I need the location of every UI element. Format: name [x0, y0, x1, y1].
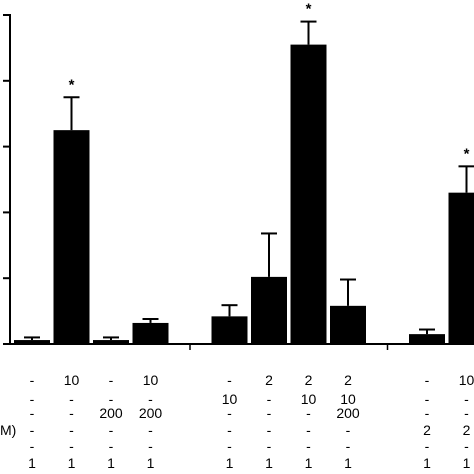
bar — [448, 192, 474, 344]
condition-cell: 1 — [344, 455, 352, 471]
condition-cell: 10 — [222, 391, 238, 407]
condition-cell: - — [148, 422, 153, 438]
condition-cell: 1 — [265, 455, 273, 471]
significance-star: * — [306, 1, 312, 18]
condition-cell: 2 — [423, 422, 431, 438]
bar — [14, 340, 50, 344]
significance-star: * — [464, 145, 470, 162]
condition-cell: - — [30, 391, 35, 407]
condition-cell: 1 — [423, 455, 431, 471]
condition-cell: 200 — [336, 405, 360, 421]
condition-cell: 1 — [147, 455, 155, 471]
condition-cell: - — [267, 422, 272, 438]
condition-cell: - — [464, 391, 469, 407]
condition-cell: - — [30, 405, 35, 421]
condition-cell: - — [425, 438, 430, 454]
condition-cell: - — [69, 391, 74, 407]
condition-cell: - — [30, 422, 35, 438]
bar — [211, 316, 248, 344]
condition-cell: - — [267, 405, 272, 421]
condition-cell: 10 — [143, 372, 159, 388]
condition-cell: 2 — [265, 372, 273, 388]
condition-cell: 1 — [28, 455, 36, 471]
condition-cell: - — [425, 391, 430, 407]
condition-cell: - — [306, 422, 311, 438]
condition-cell: - — [148, 438, 153, 454]
condition-cell: 1 — [305, 455, 313, 471]
bar — [290, 44, 327, 345]
condition-cell: - — [306, 405, 311, 421]
bar — [53, 130, 90, 344]
condition-cell: - — [306, 438, 311, 454]
condition-cell: - — [227, 372, 232, 388]
condition-cell: 1 — [68, 455, 76, 471]
condition-cell: - — [425, 372, 430, 388]
chart-error-bars — [24, 20, 474, 341]
condition-cell: 10 — [301, 391, 317, 407]
bar — [330, 305, 366, 344]
condition-cell: 10 — [64, 372, 80, 388]
bar — [93, 340, 129, 344]
condition-cell: - — [69, 438, 74, 454]
condition-cell: - — [227, 422, 232, 438]
bar — [251, 276, 287, 344]
condition-cell: - — [148, 391, 153, 407]
condition-cell: - — [30, 372, 35, 388]
chart-significance-markers: * * * — [69, 1, 470, 163]
condition-cell: - — [69, 405, 74, 421]
condition-cell: 2 — [305, 372, 313, 388]
condition-cell: 10 — [459, 372, 474, 388]
condition-cell: - — [109, 372, 114, 388]
condition-cell: - — [69, 422, 74, 438]
condition-cell: 1 — [463, 455, 471, 471]
significance-star: * — [69, 76, 75, 93]
row-label: M) — [0, 422, 16, 438]
condition-cell: - — [109, 422, 114, 438]
condition-cell: - — [109, 438, 114, 454]
condition-table: -10-10-2 2 2-10- - - -10-10 10- -- -200 200- - -200… — [0, 372, 474, 471]
bar — [132, 322, 169, 344]
chart-bars — [14, 44, 474, 345]
condition-cell: - — [425, 405, 430, 421]
condition-cell: - — [227, 405, 232, 421]
condition-cell: - — [267, 391, 272, 407]
condition-cell: - — [109, 391, 114, 407]
condition-cell: 200 — [139, 405, 163, 421]
condition-cell: 2 — [344, 372, 352, 388]
bar — [409, 334, 445, 344]
condition-cell: 2 — [463, 422, 471, 438]
condition-cell: - — [267, 438, 272, 454]
condition-cell: - — [464, 405, 469, 421]
condition-cell: - — [227, 438, 232, 454]
condition-cell: - — [346, 422, 351, 438]
condition-cell: 1 — [226, 455, 234, 471]
condition-cell: - — [464, 438, 469, 454]
condition-cell: 200 — [99, 405, 123, 421]
condition-cell: - — [30, 438, 35, 454]
condition-cell: 10 — [340, 391, 356, 407]
condition-cell: 1 — [107, 455, 115, 471]
condition-cell: - — [346, 438, 351, 454]
